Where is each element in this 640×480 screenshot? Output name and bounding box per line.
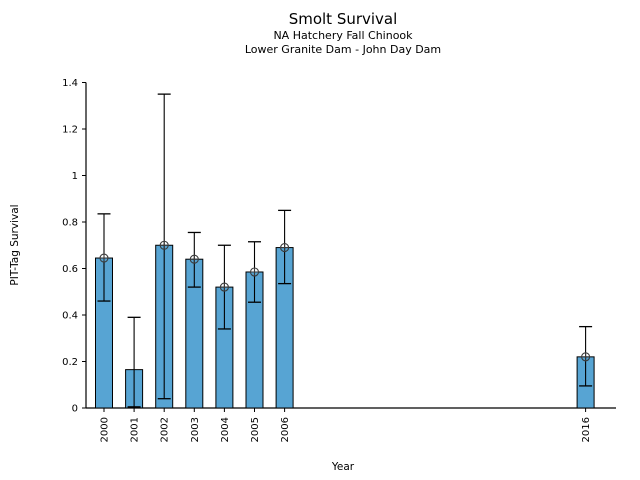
y-tick-label: 0.6 [62,264,78,275]
y-tick-label: 1.4 [62,78,78,89]
x-tick-label: 2006 [280,417,291,442]
y-tick-label: 0 [72,404,78,415]
y-tick-label: 0.8 [62,218,78,229]
y-tick-label: 0.2 [62,357,78,368]
x-tick-label: 2000 [100,417,111,442]
y-tick-label: 1.2 [62,125,78,136]
x-tick-label: 2004 [220,417,231,442]
y-tick-label: 0.4 [62,311,78,322]
x-tick-label: 2003 [190,417,201,442]
x-tick-label: 2002 [160,417,171,442]
x-tick-label: 2001 [130,417,141,442]
x-axis-label: Year [331,461,355,473]
y-tick-label: 1 [72,171,78,182]
x-tick-label: 2005 [250,417,261,442]
x-tick-label: 2016 [581,417,592,442]
